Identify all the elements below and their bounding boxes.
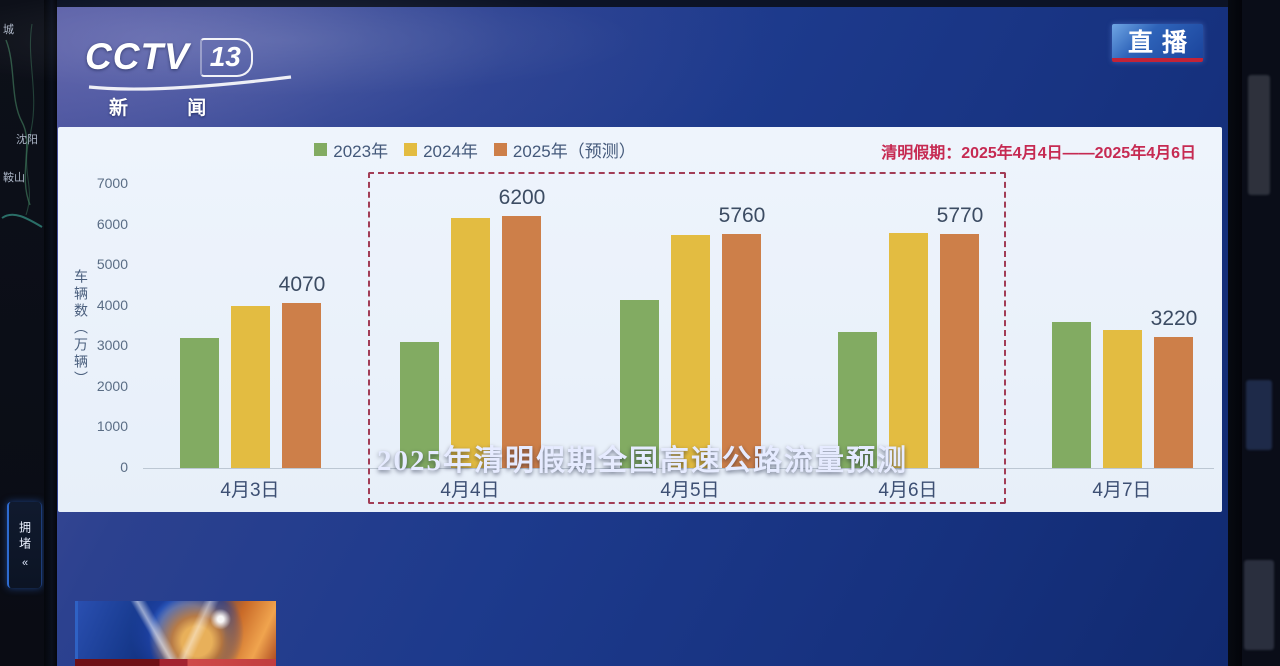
y-tick-label: 1000 <box>96 418 128 435</box>
bar-value-label: 5760 <box>718 204 766 227</box>
category-label: 4月4日 <box>440 480 500 501</box>
program-title: 2025年清明假期全国高速公路流量预测 <box>376 445 908 477</box>
congestion-tab-label: 拥堵 <box>17 521 32 553</box>
holiday-annotation: 清明假期：2025年4月4日——2025年4月6日 <box>881 145 1196 162</box>
y-tick-label: 3000 <box>96 337 128 354</box>
bar-2024年 <box>1103 330 1142 468</box>
legend-item: 2024年 <box>404 137 478 162</box>
chart-panel: 2023年 2024年 2025年（预测） 清明假期：2025年4月4日——2025… <box>58 127 1222 512</box>
legend-swatch <box>404 143 418 156</box>
bar-value-label: 5770 <box>936 204 984 227</box>
legend-swatch <box>314 143 328 156</box>
right-wall-screen <box>1242 0 1280 666</box>
chevron-left-icon: « <box>21 557 29 569</box>
y-tick-label: 6000 <box>96 215 128 232</box>
legend-label: 2025年（预测） <box>512 142 636 161</box>
bar-group-4月6日: 5770 4月6日 <box>838 127 983 512</box>
map-city-label: 城 <box>3 24 14 36</box>
channel-subtitle: 新 闻 <box>109 98 234 119</box>
y-axis-title: 车辆数（万辆） <box>73 269 89 388</box>
legend-label: 2024年 <box>423 142 478 161</box>
lower-third-red-bar <box>75 659 276 666</box>
chart-legend: 2023年 2024年 2025年（预测） <box>58 137 892 162</box>
live-badge: 直播 <box>1112 24 1203 62</box>
category-label: 4月3日 <box>220 480 280 501</box>
bar-group-4月3日: 4070 4月3日 <box>180 127 325 512</box>
holiday-highlight-box <box>368 172 1006 504</box>
map-city-label: 沈阳 <box>16 134 38 146</box>
legend-label: 2023年 <box>333 142 389 161</box>
news-globe-graphic <box>75 601 276 666</box>
bar-group-4月5日: 5760 4月5日 <box>620 127 765 512</box>
bar-value-label: 6200 <box>498 186 546 209</box>
y-tick-label: 2000 <box>96 377 128 394</box>
map-city-label: 鞍山 <box>3 172 25 184</box>
screen-top-edge <box>57 0 1228 7</box>
bar-2023年 <box>620 300 659 468</box>
left-wall-screen: 城 沈阳 鞍山 拥堵 « <box>0 0 44 666</box>
bar-2023年 <box>180 338 219 468</box>
y-tick-label: 0 <box>120 459 128 475</box>
bar-2025年（预测） <box>722 234 761 468</box>
screen-reflection <box>1248 75 1270 195</box>
bar-2025年（预测） <box>1154 337 1193 468</box>
cctv-logo-text: CCTV <box>85 36 190 77</box>
congestion-tab: 拥堵 « <box>7 502 42 588</box>
legend-item: 2025年（预测） <box>493 137 636 162</box>
bar-group-4月7日: 3220 4月7日 <box>1052 127 1197 512</box>
category-label: 4月7日 <box>1092 480 1152 501</box>
legend-swatch <box>493 143 507 156</box>
y-tick-label: 7000 <box>96 175 128 191</box>
bar-2023年 <box>838 332 877 468</box>
bar-2025年（预测） <box>282 303 321 468</box>
screen-bezel <box>44 0 57 666</box>
logo-swoosh <box>88 75 292 91</box>
y-tick-label: 4000 <box>96 296 128 313</box>
bar-2023年 <box>1052 322 1091 468</box>
category-label: 4月6日 <box>878 480 938 501</box>
bar-2025年（预测） <box>502 216 541 468</box>
bar-2025年（预测） <box>940 234 979 468</box>
bar-value-label: 4070 <box>278 273 326 296</box>
category-label: 4月5日 <box>660 480 720 501</box>
bar-2024年 <box>451 218 490 468</box>
main-wall-screen: CCTV 13 新 闻 直播 2023年 2024年 2025年（预测） 清明假期：… <box>57 0 1228 666</box>
channel-number: 13 <box>199 37 253 77</box>
x-axis-line <box>143 468 1214 469</box>
bar-value-label: 3220 <box>1150 307 1198 330</box>
bar-2024年 <box>889 233 928 468</box>
y-tick-label: 5000 <box>96 256 128 273</box>
legend-item: 2023年 <box>314 137 388 162</box>
bar-2024年 <box>231 306 270 468</box>
bar-group-4月4日: 6200 4月4日 <box>400 127 545 512</box>
mini-map <box>1 23 43 228</box>
screen-reflection <box>1246 380 1272 450</box>
screen-bezel <box>1228 0 1242 666</box>
bar-2023年 <box>400 342 439 468</box>
screen-reflection <box>1244 560 1274 650</box>
bar-2024年 <box>671 235 710 468</box>
cctv-13-logo: CCTV 13 新 闻 <box>85 36 295 120</box>
